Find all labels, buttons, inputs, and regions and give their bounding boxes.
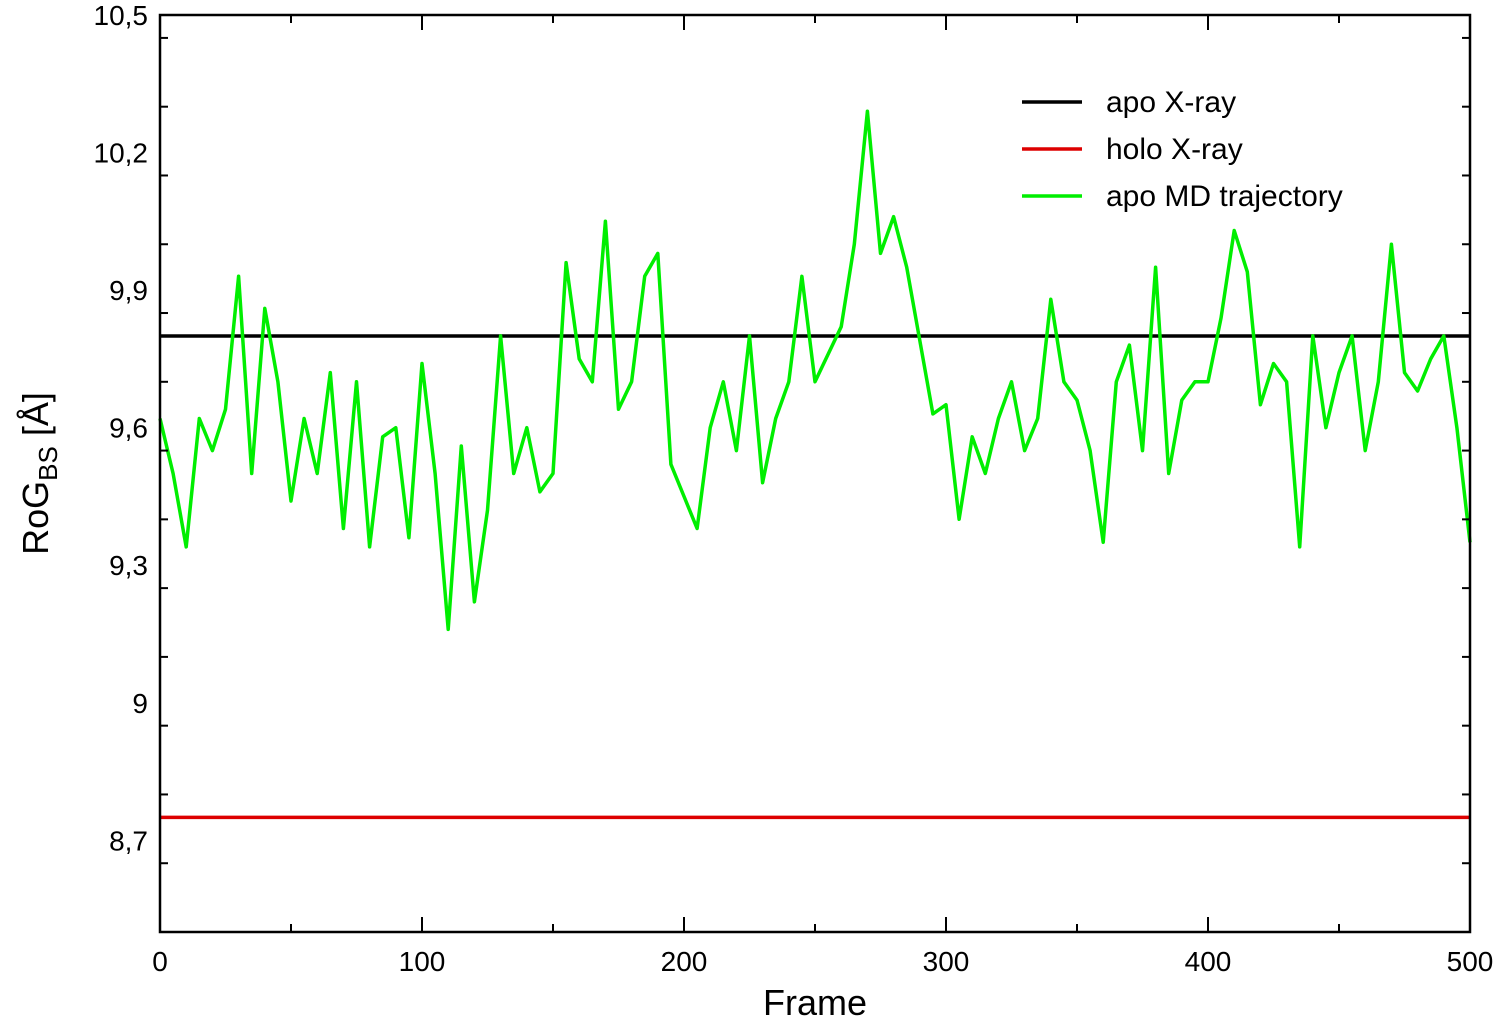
y-tick-label: 8,7 (109, 825, 148, 856)
y-axis-title-unit: [Å] (15, 392, 56, 446)
legend-label: holo X-ray (1106, 133, 1243, 166)
plot-frame (158, 13, 1472, 934)
y-tick-label: 10,5 (94, 0, 149, 31)
x-tick-label: 300 (923, 946, 970, 977)
series-line-2 (158, 109, 1472, 632)
x-tick-label: 100 (399, 946, 446, 977)
y-tick-label: 10,2 (94, 138, 149, 169)
y-tick-label: 9 (132, 688, 148, 719)
tick-layer: 0 100 200 300 400 500 8,7 9 9,3 9,6 9,9 10,2 10,5 (94, 0, 1494, 977)
y-tick-label: 9,3 (109, 550, 148, 581)
series-layer (158, 109, 1472, 820)
x-axis-title: Frame (763, 982, 867, 1023)
y-axis-title-subscript: BS (33, 446, 63, 481)
y-axis-title-main: RoG (15, 481, 56, 555)
x-tick-label: 500 (1447, 946, 1494, 977)
legend: apo X-ray holo X-ray apo MD trajectory (1022, 86, 1343, 213)
y-tick-label: 9,9 (109, 275, 148, 306)
y-axis-title: RoGBS [Å] (15, 392, 63, 555)
y-tick-label: 9,6 (109, 413, 148, 444)
x-tick-label: 400 (1185, 946, 1232, 977)
x-tick-label: 200 (661, 946, 708, 977)
x-tick-label: 0 (152, 946, 168, 977)
legend-label: apo X-ray (1106, 86, 1236, 119)
legend-label: apo MD trajectory (1106, 180, 1343, 213)
